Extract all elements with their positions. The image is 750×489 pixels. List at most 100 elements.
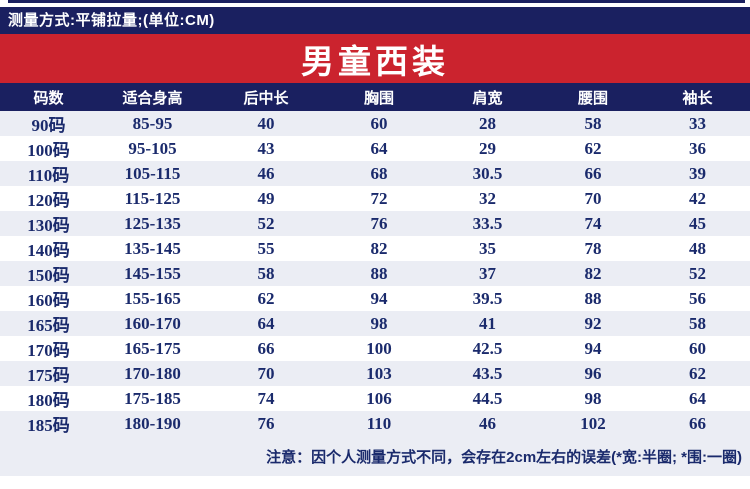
table-cell: 40: [257, 113, 275, 133]
table-cell: 66: [257, 338, 275, 358]
table-cell: 60: [370, 113, 388, 133]
table-cell: 160码: [27, 291, 70, 310]
table-cell: 46: [479, 413, 496, 433]
table-cell: 64: [370, 138, 388, 158]
table-cell: 62: [257, 288, 275, 308]
table-cell: 56: [689, 288, 706, 308]
table-cell: 49: [257, 188, 275, 208]
table-cell: 185码: [27, 416, 70, 435]
header-cell-size: 码数: [0, 83, 97, 111]
table-cell: 120码: [27, 191, 70, 210]
table-cell: 88: [370, 263, 388, 283]
table-cell: 155-165: [124, 288, 181, 308]
table-cell: 41: [479, 313, 496, 333]
table-cell: 106: [366, 388, 392, 408]
table-row: 165码 160-170 64 98 41 92 58: [0, 311, 750, 336]
table-cell: 43.5: [472, 363, 503, 383]
table-cell: 82: [584, 263, 602, 283]
table-cell: 72: [370, 188, 388, 208]
table-cell: 46: [257, 163, 275, 183]
table-cell: 175-185: [124, 388, 181, 408]
table-cell: 70: [257, 363, 275, 383]
table-cell: 98: [370, 313, 388, 333]
table-cell: 42.5: [472, 338, 503, 358]
table-cell: 96: [584, 363, 602, 383]
table-row: 100码 95-105 43 64 29 62 36: [0, 136, 750, 161]
table-cell: 39.5: [472, 288, 503, 308]
table-cell: 58: [257, 263, 275, 283]
table-cell: 88: [584, 288, 602, 308]
table-cell: 52: [257, 213, 275, 233]
table-cell: 95-105: [128, 138, 177, 158]
table-cell: 35: [479, 238, 496, 258]
table-cell: 64: [689, 388, 706, 408]
header-cell-sleeve: 袖长: [645, 83, 750, 111]
table-cell: 165码: [27, 316, 70, 335]
table-cell: 160-170: [124, 313, 181, 333]
table-cell: 66: [689, 413, 706, 433]
table-cell: 32: [479, 188, 496, 208]
table-row: 185码 180-190 76 110 46 102 66: [0, 411, 750, 436]
table-cell: 52: [689, 263, 706, 283]
table-cell: 90码: [31, 116, 66, 135]
top-divider-strip: [8, 0, 745, 3]
table-cell: 165-175: [124, 338, 181, 358]
table-cell: 170码: [27, 341, 70, 360]
table-cell: 76: [257, 413, 275, 433]
table-cell: 110码: [27, 166, 70, 185]
measurement-method-bar: 测量方式:平铺拉量;(单位:CM): [0, 7, 750, 34]
table-cell: 37: [479, 263, 496, 283]
table-cell: 43: [257, 138, 275, 158]
table-cell: 74: [584, 213, 602, 233]
table-cell: 64: [257, 313, 275, 333]
table-row: 160码 155-165 62 94 39.5 88 56: [0, 286, 750, 311]
table-cell: 42: [689, 188, 706, 208]
table-row: 180码 175-185 74 106 44.5 98 64: [0, 386, 750, 411]
table-row: 175码 170-180 70 103 43.5 96 62: [0, 361, 750, 386]
table-cell: 135-145: [124, 238, 181, 258]
table-cell: 60: [689, 338, 706, 358]
table-cell: 180码: [27, 391, 70, 410]
table-cell: 78: [584, 238, 602, 258]
header-cell-waist: 腰围: [541, 83, 645, 111]
table-cell: 76: [370, 213, 388, 233]
table-cell: 150码: [27, 266, 70, 285]
table-cell: 33.5: [472, 213, 503, 233]
table-cell: 103: [366, 363, 392, 383]
table-cell: 105-115: [124, 163, 181, 183]
title-banner: 男童西装: [0, 34, 750, 83]
header-cell-shoulder: 肩宽: [434, 83, 541, 111]
table-cell: 94: [370, 288, 388, 308]
table-cell: 45: [689, 213, 706, 233]
table-cell: 115-125: [124, 188, 181, 208]
table-cell: 94: [584, 338, 602, 358]
table-cell: 180-190: [124, 413, 181, 433]
table-cell: 102: [580, 413, 606, 433]
table-cell: 36: [689, 138, 706, 158]
table-row: 110码 105-115 46 68 30.5 66 39: [0, 161, 750, 186]
table-cell: 68: [370, 163, 388, 183]
table-cell: 100: [366, 338, 392, 358]
size-table: 码数 适合身高 后中长 胸围 肩宽 腰围 袖长 90码 85-95 40 60 28 58…: [0, 83, 750, 436]
table-cell: 92: [584, 313, 602, 333]
table-cell: 33: [689, 113, 706, 133]
table-cell: 170-180: [124, 363, 181, 383]
table-cell: 66: [584, 163, 602, 183]
measurement-method-text: 测量方式:平铺拉量;(单位:CM): [8, 12, 215, 29]
table-row: 170码 165-175 66 100 42.5 94 60: [0, 336, 750, 361]
size-table-body: 90码 85-95 40 60 28 58 33 100码 95-105 43 64 29 62 36 11…: [0, 111, 750, 436]
table-cell: 48: [689, 238, 706, 258]
table-cell: 145-155: [124, 263, 181, 283]
table-cell: 30.5: [472, 163, 503, 183]
table-cell: 130码: [27, 216, 70, 235]
table-cell: 175码: [27, 366, 70, 385]
table-header-row: 码数 适合身高 后中长 胸围 肩宽 腰围 袖长: [0, 83, 750, 111]
table-cell: 44.5: [472, 388, 503, 408]
header-cell-height: 适合身高: [97, 83, 208, 111]
product-title: 男童西装: [301, 44, 449, 81]
table-row: 120码 115-125 49 72 32 70 42: [0, 186, 750, 211]
table-row: 140码 135-145 55 82 35 78 48: [0, 236, 750, 261]
table-cell: 74: [257, 388, 275, 408]
table-row: 90码 85-95 40 60 28 58 33: [0, 111, 750, 136]
